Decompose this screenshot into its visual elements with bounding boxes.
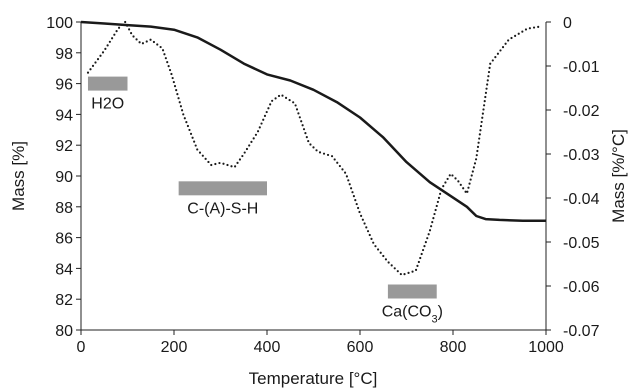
- x-tick-label: 800: [440, 339, 467, 356]
- annotation-bar: [387, 284, 437, 299]
- y-tick-label: 100: [46, 15, 73, 32]
- x-axis-label: Temperature [°C]: [249, 369, 378, 388]
- y-axis-label: Mass [%]: [9, 141, 28, 211]
- y-tick-label: 80: [55, 323, 73, 340]
- annotation-bar: [178, 181, 267, 196]
- annotation-bar: [87, 76, 128, 91]
- y-tick-label: 84: [55, 261, 73, 278]
- y2-tick-label: 0: [563, 15, 572, 32]
- x-tick-label: 400: [254, 339, 281, 356]
- y-tick-label: 82: [55, 292, 73, 309]
- y2-tick-label: -0.03: [563, 147, 600, 164]
- y-tick-label: 92: [55, 138, 73, 155]
- annotation-label: H2O: [91, 96, 124, 113]
- plot-frame: [80, 22, 547, 331]
- y2-tick-label: -0.06: [563, 279, 600, 296]
- y2-tick-label: -0.05: [563, 235, 600, 252]
- mass-line: [80, 20, 546, 222]
- derivative-mass-line: [86, 20, 543, 277]
- series-layer: [80, 20, 546, 277]
- x-tick-label: 0: [77, 339, 86, 356]
- y2-tick-label: -0.07: [563, 323, 600, 340]
- y-tick-label: 86: [55, 231, 73, 248]
- y-tick-label: 98: [55, 46, 73, 63]
- annotation-layer: H2O C-(A)-S-H Ca(CO3): [87, 76, 443, 326]
- x-tick-label: 1000: [528, 339, 564, 356]
- y-tick-label: 94: [55, 107, 73, 124]
- x-tick-label: 200: [161, 339, 188, 356]
- annotation-label: C-(A)-S-H: [187, 200, 258, 217]
- y-tick-label: 90: [55, 169, 73, 186]
- y2-axis-label: Mass [%/°C]: [609, 129, 628, 223]
- y2-tick-label: -0.01: [563, 59, 600, 76]
- y-tick-label: 96: [55, 77, 73, 94]
- y-tick-label: 88: [55, 200, 73, 217]
- y2-tick-label: -0.04: [563, 191, 600, 208]
- y2-tick-label: -0.02: [563, 103, 600, 120]
- annotation-label: Ca(CO3): [382, 304, 443, 326]
- x-tick-label: 600: [347, 339, 374, 356]
- axis-ticks: 0 200 400 600 800 100080828486889092949698100…: [46, 15, 599, 356]
